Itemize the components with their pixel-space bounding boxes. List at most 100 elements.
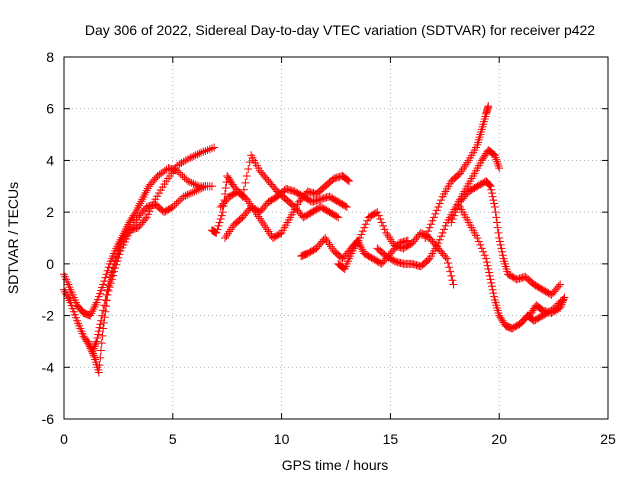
y-axis-label: SDTVAR / TECUs [5,182,21,294]
data-point [429,213,438,222]
data-point [193,150,202,159]
data-point [183,190,192,199]
data-point [485,181,494,190]
data-point [221,190,230,199]
data-point [242,171,251,180]
data-point [373,208,382,217]
data-point [382,228,391,237]
x-tick-label: 10 [274,431,290,447]
data-point [91,339,100,348]
data-point [101,273,110,282]
data-point [178,171,187,180]
y-tick-label: 2 [46,204,54,220]
data-point [111,256,120,265]
data-point [559,295,568,304]
data-point [361,220,370,229]
data-point [494,228,503,237]
data-point [106,272,115,281]
data-point [185,190,194,199]
data-point [218,208,227,217]
data-point [101,296,110,305]
data-point [174,197,183,206]
data-point [482,254,491,263]
data-point [168,202,177,211]
data-point [489,289,498,298]
data-point [133,203,142,212]
data-point [440,225,449,234]
data-point [495,164,504,173]
y-tick-label: 6 [46,101,54,117]
data-point [94,327,103,336]
data-point [487,185,496,194]
data-point [441,252,450,261]
series-0 [60,164,216,320]
data-point [107,268,116,277]
data-point [112,252,121,261]
data-point [136,199,145,208]
data-point [99,306,108,315]
data-point [485,268,494,277]
data-point [427,220,436,229]
data-point [447,271,456,280]
data-point [226,225,235,234]
data-point [556,303,565,312]
data-point [89,344,98,353]
x-tick-label: 0 [60,431,68,447]
data-point [244,197,253,206]
y-tick-label: -6 [42,411,55,427]
data-point [103,266,112,275]
data-point [245,158,254,167]
data-point [184,177,193,186]
data-point [445,263,454,272]
data-point [425,223,434,232]
data-point [497,244,506,253]
data-point [487,278,496,287]
data-point [61,287,70,296]
data-point [490,292,499,301]
series-3 [207,151,343,237]
data-point [257,216,266,225]
data-point [421,234,430,242]
data-point [176,170,185,179]
data-point [473,234,482,242]
data-point [214,221,223,230]
data-point [98,311,107,320]
data-point [460,162,469,171]
data-point [492,155,501,164]
data-point [438,228,447,237]
data-point [434,202,443,211]
data-point [494,162,503,171]
data-point [88,347,97,356]
data-point [556,280,565,289]
data-point [422,230,431,239]
data-point [89,305,98,314]
data-point [93,333,102,342]
data-point [116,239,125,248]
data-point [88,307,97,316]
data-point [104,281,113,290]
data-point [102,290,111,299]
data-point [431,209,440,218]
data-point [63,292,72,301]
data-point [189,152,198,161]
data-point [222,231,231,240]
y-tick-label: 0 [46,256,54,272]
data-point [493,159,502,168]
data-point [95,323,104,332]
data-point [498,251,507,260]
data-point [194,185,203,194]
x-tick-label: 25 [600,431,616,447]
data-point [98,331,107,340]
data-point [435,235,444,244]
series-12 [525,293,569,320]
data-point [105,277,114,286]
data-point [493,223,502,232]
data-point [141,188,150,197]
series-10 [447,177,565,299]
data-point [480,251,489,260]
data-point [122,230,131,239]
data-point [176,196,185,205]
data-point [434,239,443,248]
data-point [324,238,333,247]
